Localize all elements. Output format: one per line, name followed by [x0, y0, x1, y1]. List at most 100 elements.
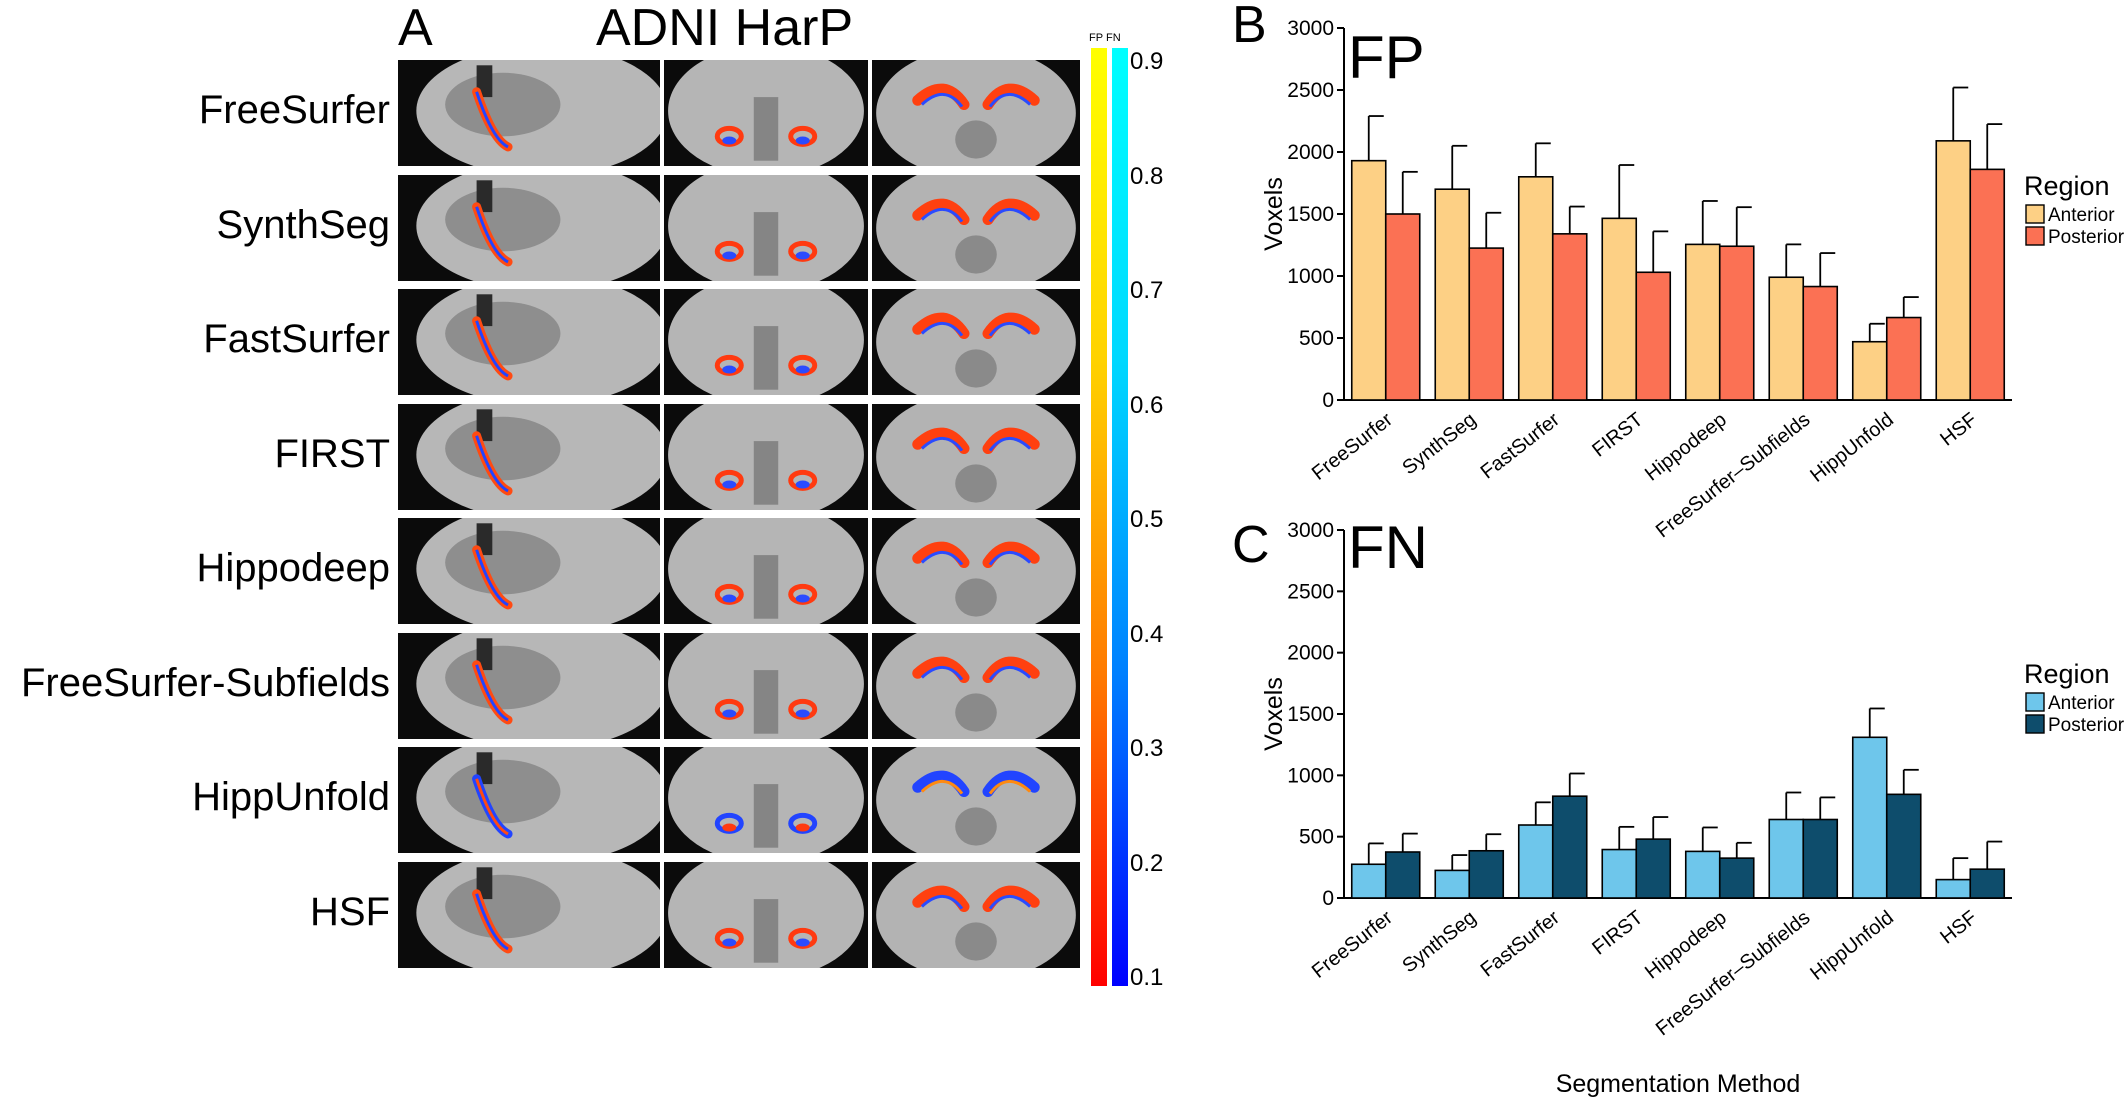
bar: [1434, 869, 1471, 899]
y-tick-label: 500: [1299, 826, 1334, 849]
colorbar-tick-label: 0.1: [1130, 964, 1164, 991]
axial-slice: [872, 747, 1080, 853]
x-tick-label: HippUnfold: [1806, 409, 1898, 487]
y-axis-label: Voxels: [1260, 177, 1288, 251]
brain-image-row: [398, 174, 1080, 281]
colorbar-tick-label: 0.2: [1130, 849, 1164, 877]
colorbar-tick-label: 0.6: [1130, 391, 1164, 419]
bar: [1350, 159, 1387, 401]
bar: [1802, 285, 1839, 401]
x-tick-label: HSF: [1936, 907, 1981, 949]
bar: [1718, 245, 1755, 401]
bar: [1969, 168, 2006, 401]
sagittal-slice: [398, 289, 660, 395]
panel-a-title: ADNI HarP: [596, 0, 854, 57]
bar: [1802, 818, 1839, 899]
y-tick-label: 2000: [1287, 141, 1334, 164]
y-tick-label: 0: [1322, 389, 1334, 412]
y-tick-label: 2000: [1287, 642, 1334, 665]
brain-image-row: [398, 289, 1080, 395]
bar: [1935, 140, 1972, 401]
bar: [1935, 878, 1972, 899]
x-tick-label: FastSurfer: [1477, 906, 1564, 981]
x-tick-label: Hippodeep: [1641, 907, 1731, 984]
bar: [1684, 850, 1721, 899]
sagittal-slice: [398, 632, 660, 739]
bar: [1718, 857, 1755, 899]
x-tick-label: FreeSurfer–Subfields: [1652, 409, 1814, 543]
y-tick-label: 500: [1299, 327, 1334, 350]
sagittal-slice: [398, 518, 660, 624]
bar: [1601, 848, 1638, 899]
colorbar-tick-label: 0.3: [1130, 735, 1164, 762]
x-tick-label: FreeSurfer–Subfields: [1652, 907, 1814, 1041]
method-label: SynthSeg: [216, 202, 390, 247]
y-tick-label: 1500: [1287, 703, 1334, 726]
axial-slice: [872, 403, 1080, 510]
panel-letter: B: [1232, 0, 1267, 54]
legend-entry: Anterior: [2048, 693, 2115, 714]
colorbar-tick-label: 0.9: [1130, 48, 1164, 75]
method-label: FreeSurfer: [198, 88, 390, 132]
coronal-slice: [664, 861, 868, 968]
bar: [1851, 736, 1888, 899]
bar: [1468, 247, 1505, 401]
chart-title: FP: [1348, 24, 1425, 91]
colorbar-fp-gradient: [1091, 48, 1107, 986]
brain-image-row: [398, 632, 1080, 739]
bar: [1635, 838, 1672, 899]
chart-title: FN: [1348, 514, 1428, 581]
legend-swatch: [2025, 204, 2045, 224]
brain-image-row: [398, 60, 1080, 166]
y-axis-label: Voxels: [1260, 677, 1288, 751]
method-label: Hippodeep: [196, 546, 391, 590]
bar: [1768, 276, 1805, 401]
colorbar-fp-label: FP: [1089, 32, 1104, 44]
colorbar-tick-label: 0.7: [1130, 277, 1164, 304]
x-tick-label: FIRST: [1588, 409, 1647, 462]
fp-bar-chart: B FP 0 500 1000 1500 2000 2500 3000 Voxels FreeSur…: [1232, 0, 2125, 542]
colorbar-tick-label: 0.8: [1130, 162, 1164, 190]
coronal-slice: [664, 174, 868, 281]
bar: [1384, 213, 1421, 401]
legend-title: Region: [2024, 171, 2110, 201]
y-tick-label: 1000: [1287, 265, 1334, 288]
y-tick-label: 2500: [1287, 79, 1334, 102]
bar: [1851, 340, 1888, 401]
coronal-slice: [664, 747, 868, 853]
axial-slice: [872, 518, 1080, 624]
brain-image-row: [398, 403, 1080, 510]
bar: [1969, 868, 2006, 899]
colorbar-fn-label: FN: [1106, 32, 1121, 44]
x-axis-label: Segmentation Method: [1556, 1070, 1801, 1098]
sagittal-slice: [398, 747, 660, 853]
legend-swatch: [2025, 226, 2045, 246]
sagittal-slice: [398, 174, 660, 281]
x-tick-label: FastSurfer: [1477, 408, 1564, 483]
x-tick-label: HSF: [1936, 409, 1981, 451]
bar: [1468, 849, 1505, 899]
x-tick-label: SynthSeg: [1398, 409, 1480, 480]
legend-entry: Posterior: [2048, 227, 2125, 248]
coronal-slice: [664, 632, 868, 739]
bar: [1885, 793, 1922, 899]
coronal-slice: [664, 403, 868, 510]
brain-image-row: [398, 518, 1080, 624]
method-label: FastSurfer: [203, 317, 390, 361]
coronal-slice: [664, 60, 868, 166]
method-label: HippUnfold: [192, 775, 390, 819]
legend-swatch: [2025, 714, 2045, 734]
coronal-slice: [664, 518, 868, 624]
bar: [1384, 851, 1421, 899]
y-tick-label: 1500: [1287, 203, 1334, 226]
y-tick-label: 2500: [1287, 580, 1334, 603]
bar: [1768, 818, 1805, 899]
y-tick-label: 3000: [1287, 17, 1334, 40]
axial-slice: [872, 60, 1080, 166]
colorbar-tick-label: 0.4: [1130, 620, 1164, 648]
colorbar-fn-gradient: [1112, 48, 1128, 986]
x-tick-label: FIRST: [1588, 907, 1647, 960]
sagittal-slice: [398, 403, 660, 510]
x-tick-label: FreeSurfer: [1308, 906, 1397, 982]
x-tick-label: SynthSeg: [1398, 907, 1480, 978]
